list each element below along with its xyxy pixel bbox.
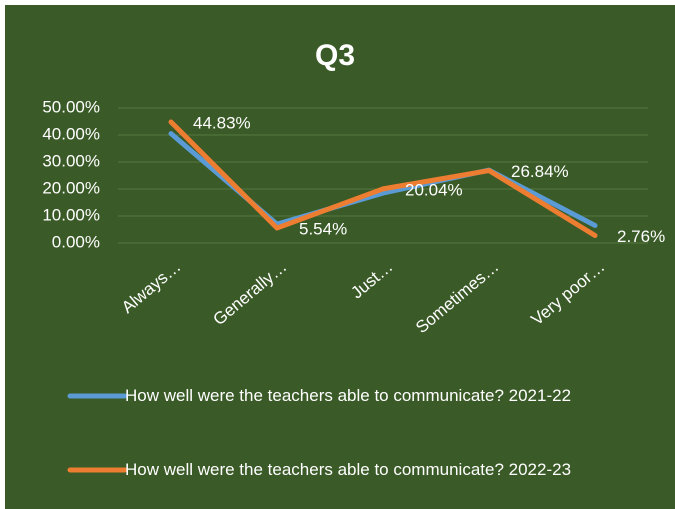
data-label: 26.84% bbox=[511, 162, 569, 181]
legend-label: How well were the teachers able to commu… bbox=[125, 460, 572, 479]
x-tick-label: Just… bbox=[347, 257, 396, 303]
chart-area: Q3 0.00% 10.00% 20.00% 30.00% 40.00% 50.00% Al… bbox=[5, 5, 675, 509]
x-tick-label: Sometimes… bbox=[412, 257, 502, 337]
y-tick-label: 40.00% bbox=[42, 124, 100, 143]
x-tick-label: Always… bbox=[118, 257, 184, 317]
series-line bbox=[168, 119, 598, 239]
chart-title: Q3 bbox=[315, 39, 355, 72]
chart: Q3 0.00% 10.00% 20.00% 30.00% 40.00% 50.00% Al… bbox=[42, 39, 665, 473]
y-tick-label: 20.00% bbox=[42, 178, 100, 197]
data-label: 44.83% bbox=[193, 113, 251, 132]
legend-label: How well were the teachers able to commu… bbox=[125, 386, 572, 405]
data-label: 5.54% bbox=[299, 220, 347, 239]
x-tick-label: Very poor… bbox=[527, 257, 608, 329]
y-tick-label: 30.00% bbox=[42, 151, 100, 170]
x-tick-label: Generally… bbox=[209, 257, 290, 329]
data-label: 2.76% bbox=[617, 227, 665, 246]
y-tick-label: 10.00% bbox=[42, 205, 100, 224]
y-tick-label: 0.00% bbox=[52, 232, 100, 251]
y-tick-label: 50.00% bbox=[42, 97, 100, 116]
data-label: 20.04% bbox=[405, 180, 463, 199]
